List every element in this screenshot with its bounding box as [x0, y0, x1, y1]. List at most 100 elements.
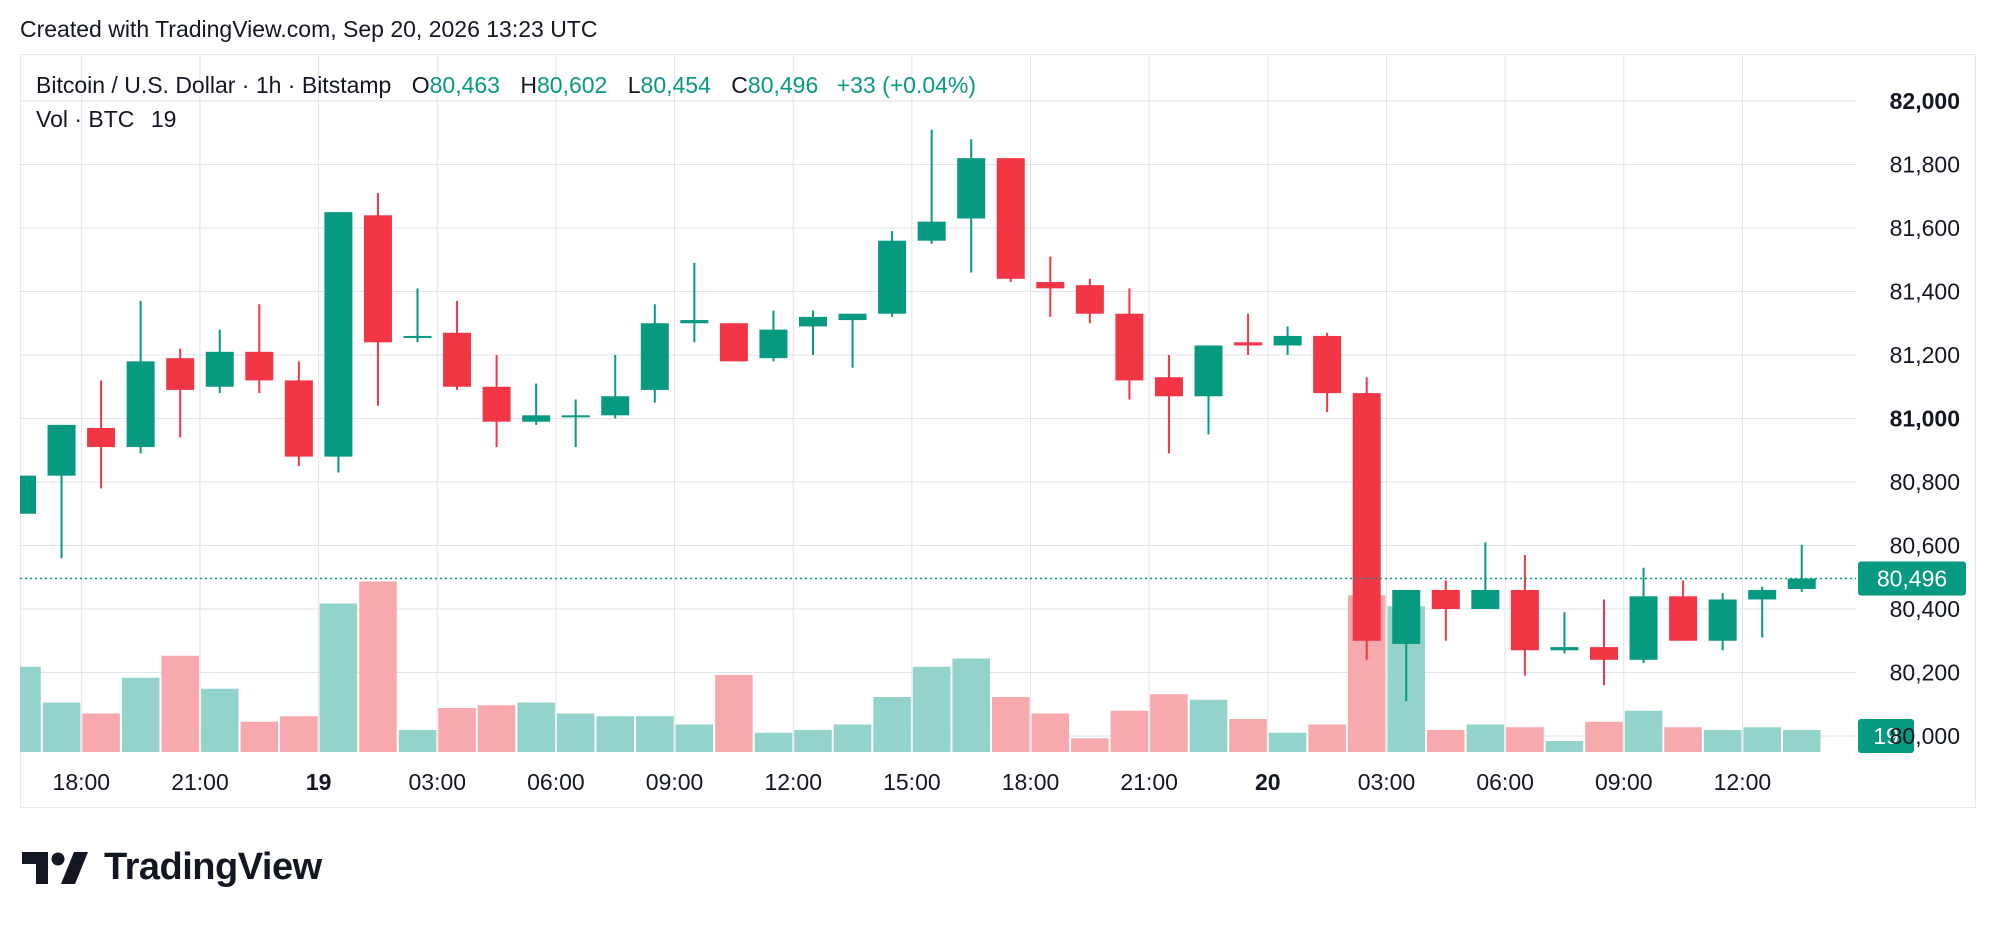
candle-body: [1431, 589, 1460, 609]
candle-body: [1194, 345, 1223, 397]
tradingview-logo-icon: [22, 851, 88, 884]
candle-body: [205, 351, 234, 387]
candle-body: [996, 158, 1025, 279]
volume-bar: [1150, 694, 1188, 752]
volume-bar: [1071, 738, 1109, 752]
volume-bar: [1585, 721, 1623, 752]
candle-body: [601, 396, 630, 416]
time-axis: 18:00 21:00 19 03:00 06:00 09:00 12:00 15:00 18:…: [53, 769, 1772, 795]
candle-body: [1154, 377, 1183, 397]
candle-body: [759, 329, 788, 359]
time-tick-label: 18:00: [1002, 769, 1060, 795]
price-tick-label: 82,000: [1890, 88, 1960, 114]
last-price-line: 80,496 19: [20, 561, 1966, 753]
ohlc-legend: Bitcoin / U.S. Dollar · 1h · Bitstamp O8…: [36, 72, 976, 99]
volume-bar: [161, 655, 199, 752]
logo-text: TradingView: [104, 846, 322, 888]
price-tick-label: 81,600: [1890, 215, 1960, 241]
candle-body: [1115, 313, 1144, 381]
volume-bar: [794, 730, 832, 752]
close-label: C: [731, 72, 748, 98]
open-value: 80,463: [429, 72, 500, 98]
candle-body: [1669, 596, 1698, 641]
high-value: 80,602: [537, 72, 608, 98]
symbol-label: Bitcoin / U.S. Dollar · 1h · Bitstamp: [36, 72, 392, 98]
candle-body: [1313, 335, 1342, 394]
time-tick-label: 09:00: [646, 769, 704, 795]
candle-body: [1471, 589, 1500, 609]
candle-body: [799, 316, 827, 327]
volume-bar: [1466, 724, 1505, 752]
volume-bar: [636, 716, 674, 752]
time-tick-label: 19: [306, 769, 332, 795]
candle-body: [522, 415, 551, 422]
chart-frame: [20, 54, 1976, 808]
time-tick-label: 12:00: [1714, 769, 1772, 795]
candle-body: [1075, 285, 1104, 314]
volume-bar: [82, 713, 120, 752]
candle-body: [719, 323, 748, 362]
volume-bar: [517, 702, 555, 752]
time-tick-label: 03:00: [1358, 769, 1416, 795]
candle-body: [1787, 578, 1816, 589]
volume-bar: [438, 708, 476, 752]
candle-body: [126, 361, 155, 448]
candle-body: [1708, 599, 1737, 641]
volume-bar: [1189, 699, 1228, 752]
volume-bar: [675, 724, 714, 752]
low-label: L: [627, 72, 641, 98]
candle-body: [838, 313, 867, 321]
candle-body: [482, 386, 511, 422]
volume-bar: [280, 716, 318, 752]
volume-bar: [121, 677, 160, 752]
volume-bar: [1703, 730, 1742, 752]
price-tick-label: 80,600: [1890, 533, 1960, 559]
price-tick-label: 81,000: [1890, 406, 1960, 432]
volume-bar: [952, 658, 990, 752]
candle-body: [878, 240, 907, 314]
price-tick-label: 80,400: [1890, 596, 1960, 622]
price-tick-label: 81,400: [1890, 279, 1960, 305]
volume-bar: [596, 716, 635, 752]
volume-bar: [715, 675, 753, 752]
candle-body: [20, 475, 36, 514]
last-price-label: 80,496: [1877, 566, 1947, 592]
time-tick-label: 12:00: [764, 769, 822, 795]
time-tick-label: 21:00: [1120, 769, 1178, 795]
candle-body: [680, 320, 709, 324]
price-axis: 82,000 81,800 81,600 81,400 81,200 81,000 80,8…: [1890, 88, 1960, 749]
candle-body: [1590, 647, 1618, 660]
candle-body: [1748, 589, 1777, 600]
candle-body: [1392, 589, 1421, 644]
candle-body: [1036, 281, 1065, 289]
volume-bar: [20, 666, 41, 752]
open-label: O: [411, 72, 430, 98]
volume-bar: [1545, 741, 1584, 752]
candle-body: [917, 221, 946, 241]
low-value: 80,454: [640, 72, 711, 98]
created-with-text: Created with TradingView.com, Sep 20, 20…: [20, 16, 598, 42]
candle-body: [363, 215, 392, 343]
candle-body: [166, 358, 195, 390]
close-value: 80,496: [747, 72, 819, 98]
candle-body: [443, 332, 472, 387]
volume-bar: [833, 724, 872, 752]
candle-body: [1510, 589, 1539, 651]
last-volume-label: 19: [1873, 723, 1899, 749]
candle-body: [47, 424, 76, 476]
volume-bar: [754, 732, 793, 752]
candles: [20, 129, 1816, 702]
volume-bar: [1624, 710, 1663, 752]
volume-legend: Vol · BTC 19: [36, 106, 176, 133]
tradingview-logo[interactable]: TradingView: [22, 846, 322, 889]
volume-bar: [1743, 727, 1781, 752]
candle-body: [561, 415, 590, 418]
volume-label: Vol · BTC: [36, 106, 135, 132]
candle-body: [324, 212, 353, 457]
price-tick-label: 80,800: [1890, 469, 1960, 495]
high-label: H: [520, 72, 537, 98]
price-tick-label: 81,200: [1890, 342, 1960, 368]
candle-body: [284, 380, 313, 457]
volume-bar: [1110, 710, 1149, 752]
